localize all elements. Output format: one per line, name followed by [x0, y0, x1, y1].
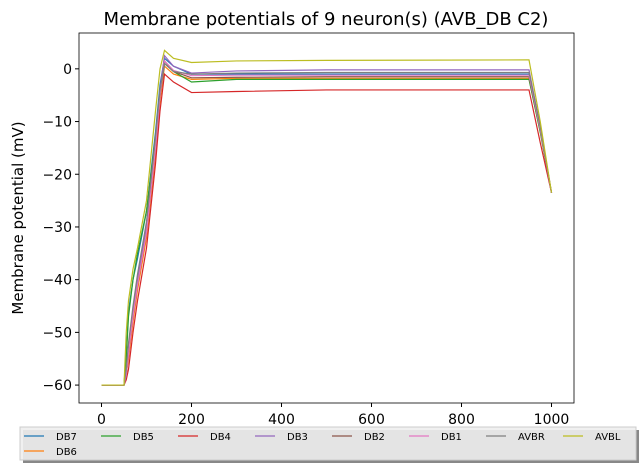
- plot-frame: [78, 32, 575, 404]
- legend-label: DB6: [56, 447, 77, 458]
- legend-box: [19, 426, 637, 461]
- y-axis-label: Membrane potential (mV): [9, 121, 27, 314]
- legend-label: DB4: [210, 432, 231, 443]
- line: [101, 72, 553, 386]
- x-tick-label: 600: [358, 412, 385, 428]
- y-tick-label: −40: [42, 273, 72, 289]
- y-tick-label: −10: [42, 115, 72, 131]
- legend-label: DB5: [133, 432, 154, 443]
- x-tick-label: 400: [268, 412, 295, 428]
- x-tick-label: 0: [97, 412, 106, 428]
- y-tick-label: −60: [42, 378, 72, 394]
- legend-label: DB7: [56, 432, 77, 443]
- x-tick-label: 200: [178, 412, 205, 428]
- line: [101, 62, 553, 386]
- x-tick-label: 1000: [534, 412, 570, 428]
- chart-title: Membrane potentials of 9 neuron(s) (AVB_…: [104, 9, 549, 30]
- legend-label: AVBL: [595, 432, 621, 443]
- line: [101, 59, 553, 386]
- y-tick-label: −20: [42, 167, 72, 183]
- x-tick-label: 800: [448, 412, 475, 428]
- line: [101, 65, 553, 386]
- legend: DB7 DB6 DB5 DB4 DB3 DB2 DB1 AVBR AVBL: [19, 426, 639, 463]
- line: [101, 54, 553, 386]
- y-tick-label: −30: [42, 220, 72, 236]
- line: [101, 49, 553, 386]
- y-tick-label: −50: [42, 325, 72, 341]
- legend-label: DB2: [364, 432, 385, 443]
- legend-label: DB1: [441, 432, 462, 443]
- line: [101, 57, 553, 386]
- y-tick-label: 0: [63, 62, 72, 78]
- legend-label: DB3: [287, 432, 308, 443]
- legend-label: AVBR: [518, 432, 545, 443]
- line: [101, 59, 553, 386]
- line: [101, 62, 553, 386]
